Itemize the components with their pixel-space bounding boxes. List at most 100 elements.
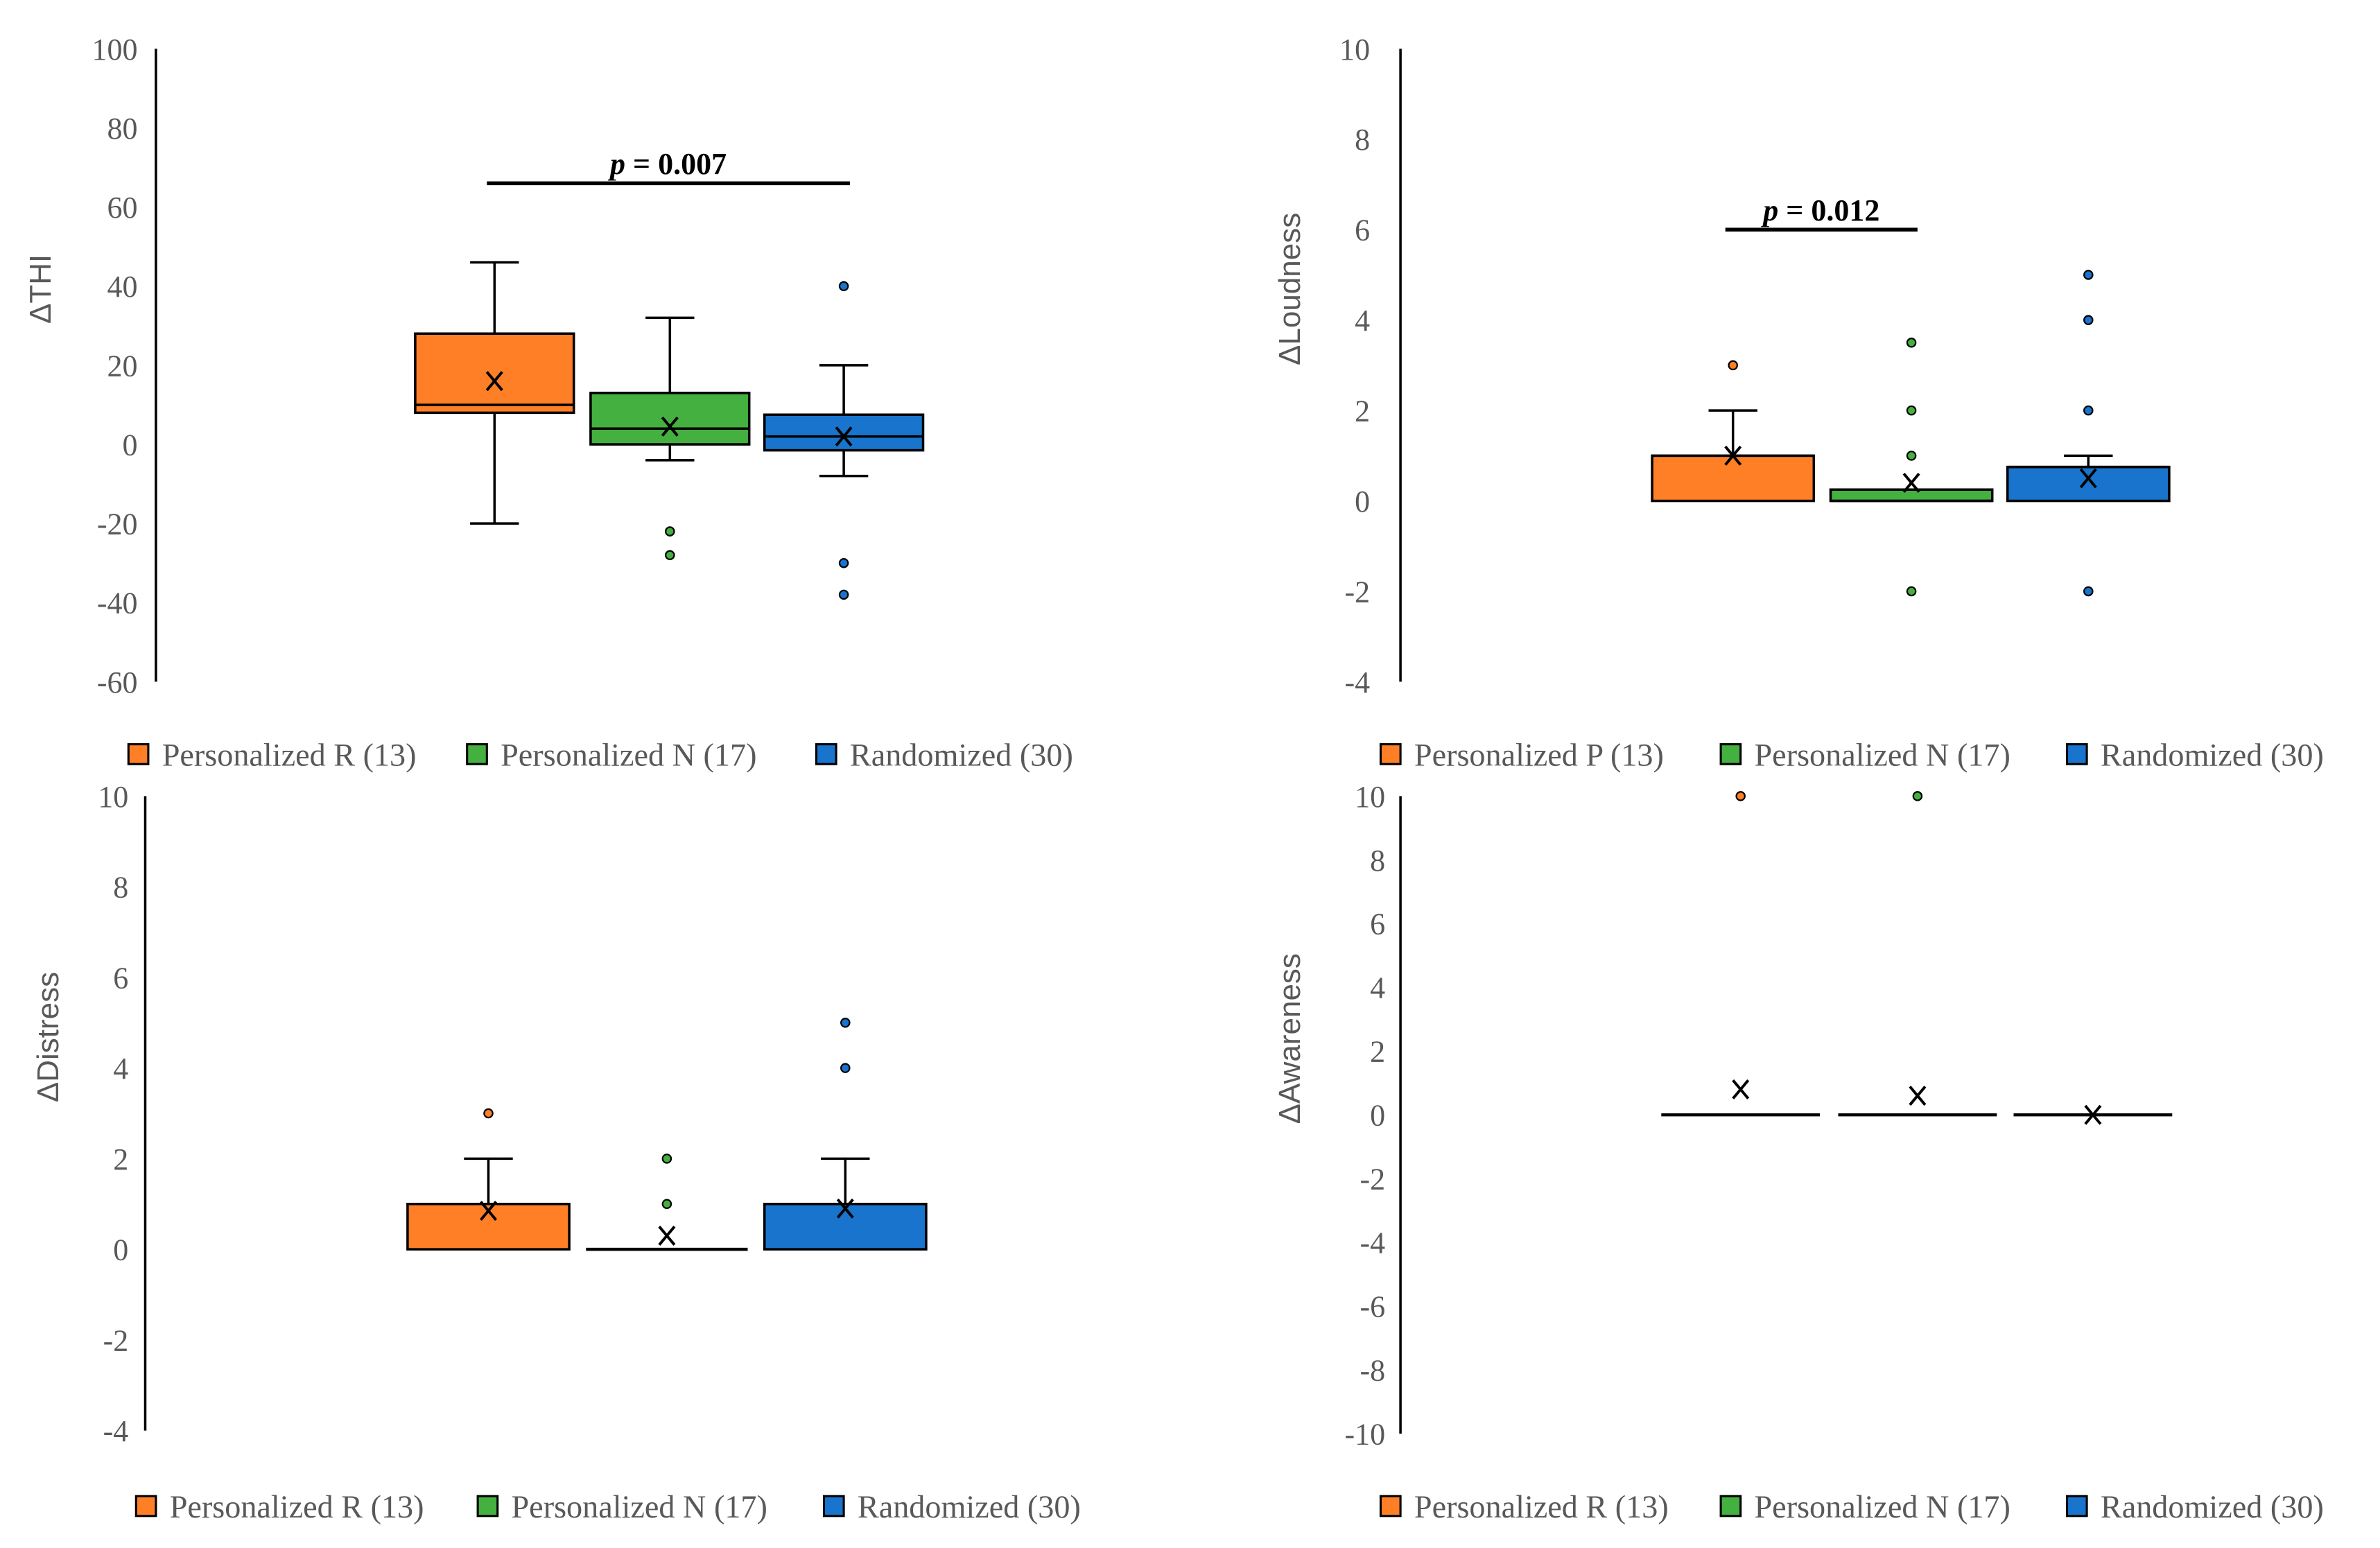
legend-label: Randomized (30) [858,1489,1081,1524]
legend-swatch [815,743,837,765]
y-tick-label: 0 [1370,1099,1385,1133]
outlier-point [1906,338,1917,348]
legend-swatch [1719,743,1742,765]
outlier-point [1728,360,1738,371]
legend-label: Randomized (30) [2101,737,2324,772]
y-tick-label: 8 [113,871,128,905]
y-tick-label: -10 [1344,1417,1385,1451]
legend-label: Personalized N (17) [1755,737,2010,772]
mean-marker [835,426,853,447]
y-tick-label: 6 [1355,214,1370,247]
chart-delta-awareness: 10 8 6 4 2 0 -2 -4 -6 -8 -10 ΔAwareness Personalized… [1273,780,2324,1524]
legend-item: Randomized (30) [2065,737,2324,772]
legend-swatch [466,743,488,765]
legend-swatch [476,1495,499,1517]
y-tick-label: 6 [1370,907,1385,941]
y-tick-label: -4 [1344,666,1370,699]
mean-marker [661,416,679,437]
box [414,332,575,415]
y-tick-label: -40 [97,586,138,620]
legend-item: Personalized P (13) [1379,737,1664,772]
box [2006,465,2171,503]
box-group [763,281,925,600]
mean-marker [1902,472,1920,493]
legend-item: Randomized (30) [822,1489,1081,1524]
y-tick-label: 80 [107,112,138,146]
y-axis-label: ΔTHI [24,254,58,324]
p-value: = 0.007 [625,147,727,181]
chart-delta-distress: 10 8 6 4 2 0 -2 -4 ΔDistress Personalized R (13) P… [31,780,1081,1524]
box-group [2006,270,2171,597]
box-group [406,1108,571,1251]
legend-label: Randomized (30) [850,737,1073,772]
significance-label: p = 0.012 [1760,193,1879,227]
outlier-point [838,281,849,292]
y-tick-label: 10 [98,780,128,814]
legend-swatch [822,1495,845,1517]
outlier-point [838,557,849,568]
box-group [2013,1104,2173,1125]
mean-marker [2084,1104,2102,1125]
y-tick-label: 0 [1355,485,1370,519]
outlier-point [1735,791,1746,801]
legend-label: Personalized R (13) [1414,1489,1669,1524]
box [763,413,925,452]
mean-marker [479,1201,498,1221]
mean-marker [836,1198,854,1219]
outlier-point [2083,270,2094,280]
p-symbol: p [607,147,625,181]
y-tick-label: 0 [113,1233,128,1267]
mean-marker [1909,1086,1927,1106]
y-tick-label: 40 [107,270,138,304]
y-tick-label: 4 [1355,304,1370,338]
box [589,392,751,446]
y-axis-label: ΔAwareness [1273,953,1307,1124]
y-tick-label: -6 [1360,1289,1385,1323]
outlier-point [1906,451,1917,461]
box-group [763,1017,928,1251]
y-tick-label: 2 [113,1142,128,1176]
legend-label: Personalized R (13) [170,1489,424,1524]
legend-item: Personalized R (13) [127,737,417,772]
legend-item: Personalized N (17) [466,737,756,772]
mean-marker [485,371,503,392]
y-tick-label: -20 [97,507,138,541]
y-tick-label: 0 [123,428,138,462]
legend-label: Personalized R (13) [162,737,417,772]
outlier-point [665,526,675,537]
mean-marker [1724,445,1742,466]
y-tick-label: 6 [113,961,128,995]
outlier-point [838,589,849,600]
legend-label: Personalized N (17) [501,737,756,772]
significance-label: p = 0.007 [607,147,727,181]
chart-delta-thi: 100 80 60 40 20 0 -20 -40 -60 ΔTHI p = 0.007 Person… [24,33,1073,773]
y-tick-label: -2 [1344,575,1370,609]
mean-marker [1732,1079,1750,1099]
y-axis-label: ΔDistress [31,972,65,1102]
outlier-point [2083,586,2094,597]
legend-item: Personalized R (13) [134,1489,424,1524]
legend-swatch [1379,1495,1402,1517]
box-group [589,316,751,561]
y-tick-label: 8 [1370,844,1385,878]
legend-label: Randomized (30) [2101,1489,2324,1524]
y-tick-label: 10 [1355,780,1385,814]
box [763,1202,928,1251]
outlier-point [665,550,675,561]
legend-item: Personalized N (17) [1719,1489,2010,1524]
p-symbol: p [1760,193,1778,227]
outlier-point [661,1154,672,1164]
outlier-point [1912,791,1923,801]
y-tick-label: 4 [113,1052,128,1086]
legend-swatch [1719,1495,1742,1517]
box-group [1838,791,1997,1117]
mean-marker [2079,468,2097,489]
box [1829,488,1994,503]
box [1651,454,1816,503]
box-group [414,261,575,525]
y-tick-label: 10 [1339,33,1370,67]
outlier-point [661,1199,672,1210]
legend-item: Randomized (30) [815,737,1073,772]
legend-label: Personalized N (17) [512,1489,767,1524]
